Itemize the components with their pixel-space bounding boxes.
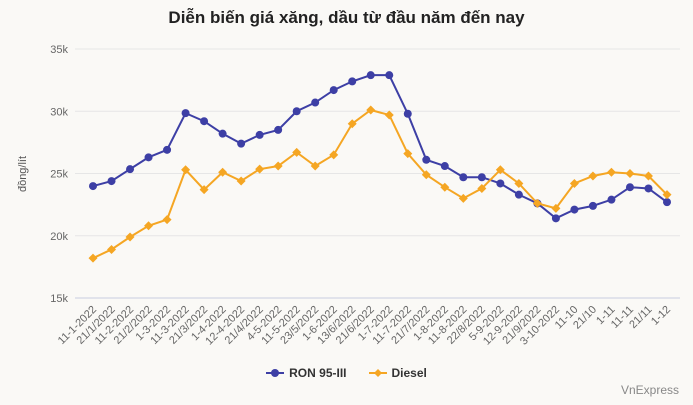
data-point-diesel bbox=[273, 161, 283, 171]
data-point-diesel bbox=[384, 110, 394, 120]
legend: RON 95-III Diesel bbox=[0, 366, 693, 380]
source-credit: VnExpress bbox=[620, 383, 679, 397]
data-point-diesel bbox=[625, 169, 635, 178]
data-point-diesel bbox=[255, 164, 265, 174]
data-point-diesel bbox=[551, 203, 561, 213]
data-point-ron95 bbox=[551, 214, 560, 223]
data-point-diesel bbox=[662, 190, 672, 200]
data-point-ron95 bbox=[385, 71, 394, 80]
y-tick-label: 15k bbox=[50, 293, 68, 305]
legend-item-ron95[interactable]: RON 95-III bbox=[266, 366, 347, 380]
data-point-ron95 bbox=[274, 125, 283, 134]
data-point-ron95 bbox=[89, 182, 97, 191]
data-point-diesel bbox=[292, 147, 302, 157]
data-point-ron95 bbox=[440, 162, 449, 171]
data-point-diesel bbox=[310, 161, 320, 171]
data-point-ron95 bbox=[422, 155, 431, 164]
data-point-ron95 bbox=[644, 184, 653, 193]
data-point-ron95 bbox=[366, 71, 375, 80]
data-point-ron95 bbox=[218, 129, 227, 138]
data-point-ron95 bbox=[163, 145, 172, 154]
legend-label-diesel: Diesel bbox=[391, 366, 427, 380]
series-line-ron95 bbox=[92, 74, 668, 220]
data-point-ron95 bbox=[292, 107, 301, 116]
data-point-diesel bbox=[88, 253, 98, 263]
data-point-diesel bbox=[347, 119, 357, 129]
legend-item-diesel[interactable]: Diesel bbox=[368, 366, 427, 380]
data-point-diesel bbox=[107, 244, 117, 254]
data-point-diesel bbox=[329, 150, 339, 160]
data-point-diesel bbox=[199, 185, 209, 195]
data-point-diesel bbox=[514, 178, 524, 188]
data-point-ron95 bbox=[663, 198, 671, 207]
data-point-diesel bbox=[162, 215, 172, 225]
data-point-ron95 bbox=[329, 86, 338, 95]
y-tick-label: 20k bbox=[50, 231, 68, 243]
data-point-ron95 bbox=[588, 201, 597, 210]
data-point-ron95 bbox=[348, 77, 357, 86]
data-point-diesel bbox=[588, 171, 598, 181]
data-point-ron95 bbox=[126, 165, 135, 174]
y-tick-label: 25k bbox=[50, 169, 68, 181]
y-tick-label: 30k bbox=[50, 106, 68, 118]
data-point-ron95 bbox=[200, 117, 209, 126]
data-point-ron95 bbox=[181, 109, 190, 118]
data-point-diesel bbox=[495, 165, 505, 175]
chart-title: Diễn biến giá xăng, dầu từ đầu năm đến n… bbox=[168, 8, 525, 27]
data-point-diesel bbox=[440, 182, 450, 192]
data-point-diesel bbox=[403, 149, 413, 159]
data-point-diesel bbox=[366, 105, 376, 115]
data-point-diesel bbox=[569, 178, 579, 188]
series-line-diesel bbox=[92, 108, 668, 260]
data-point-ron95 bbox=[144, 153, 153, 162]
data-point-diesel bbox=[606, 167, 616, 177]
data-point-ron95 bbox=[255, 130, 264, 139]
data-point-diesel bbox=[532, 198, 542, 208]
data-point-ron95 bbox=[514, 190, 523, 199]
data-point-diesel bbox=[181, 165, 191, 175]
data-point-ron95 bbox=[311, 98, 320, 107]
data-point-diesel bbox=[458, 193, 468, 203]
data-point-ron95 bbox=[570, 205, 579, 214]
data-point-ron95 bbox=[459, 173, 468, 182]
y-tick-label: 35k bbox=[50, 44, 68, 56]
data-point-ron95 bbox=[625, 183, 634, 192]
circle-marker-icon bbox=[266, 369, 285, 377]
data-point-ron95 bbox=[607, 195, 616, 204]
y-axis-label: đồng/lít bbox=[17, 156, 29, 192]
data-point-ron95 bbox=[496, 179, 505, 188]
diamond-marker-icon bbox=[368, 369, 387, 377]
data-point-ron95 bbox=[477, 173, 486, 182]
data-point-diesel bbox=[125, 232, 135, 242]
data-point-ron95 bbox=[107, 177, 116, 186]
data-point-diesel bbox=[144, 221, 154, 231]
data-point-diesel bbox=[643, 171, 653, 181]
data-point-diesel bbox=[477, 183, 487, 193]
data-point-diesel bbox=[236, 176, 246, 186]
x-tick-label: 1-12 bbox=[649, 304, 673, 328]
data-point-ron95 bbox=[237, 139, 246, 148]
data-point-ron95 bbox=[403, 109, 412, 118]
data-point-diesel bbox=[218, 167, 228, 177]
data-point-diesel bbox=[421, 170, 431, 180]
legend-label-ron95: RON 95-III bbox=[289, 366, 347, 380]
